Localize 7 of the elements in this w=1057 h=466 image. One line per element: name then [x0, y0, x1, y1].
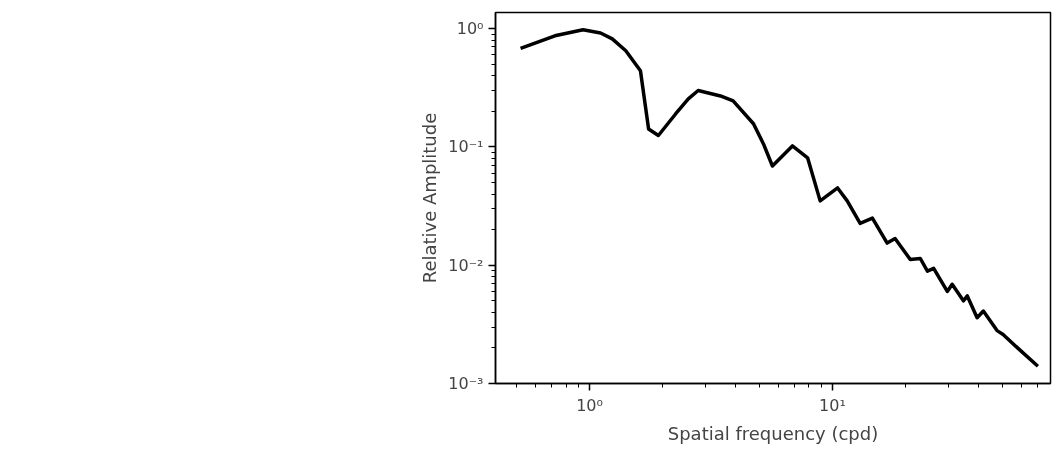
y-tick-label: 10⁻²	[448, 255, 484, 275]
y-tick-label: 10⁻³	[448, 374, 484, 393]
y-tick-label: 10⁻¹	[448, 137, 484, 157]
y-tick-label: 10⁰	[456, 19, 484, 39]
y-axis-title: Relative Amplitude	[419, 112, 441, 284]
x-axis-title: Spatial frequency (cpd)	[667, 422, 879, 444]
x-tick-label: 10¹	[819, 395, 846, 415]
